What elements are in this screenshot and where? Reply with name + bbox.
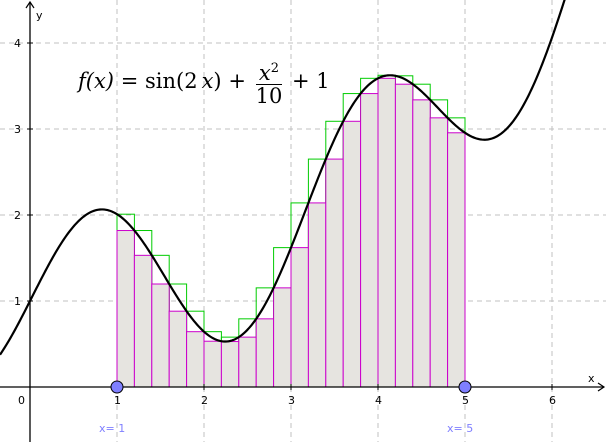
x-tick-label: 5 xyxy=(462,394,469,407)
x-axis-arrow xyxy=(597,382,606,392)
interval-endpoint-handle[interactable] xyxy=(458,380,472,394)
interval-endpoint-handle[interactable] xyxy=(110,380,124,394)
function-curve xyxy=(0,0,566,356)
lower-sum-bar xyxy=(203,340,222,388)
lower-sum-bar xyxy=(238,336,257,388)
y-axis-arrow xyxy=(25,0,35,9)
x-tick-label: 2 xyxy=(201,394,208,407)
formula-fraction: x2 10 xyxy=(255,58,283,108)
interval-sliders[interactable]: x= 1 x= 5 xyxy=(99,380,473,435)
lower-sum-bar xyxy=(151,283,170,388)
lower-sum-bar xyxy=(412,99,431,388)
y-axis-label: y xyxy=(36,9,43,22)
formula-plus: + xyxy=(228,69,246,93)
y-tick-label: 3 xyxy=(14,123,21,136)
lower-sum-bar xyxy=(290,247,309,388)
lower-sum-bar xyxy=(360,93,379,388)
formula-lhs: f(x) xyxy=(78,69,115,93)
interval-endpoint-label: x= 5 xyxy=(447,422,473,435)
function-formula: f(x) = sin(2 x) + x2 10 + 1 xyxy=(78,58,330,107)
y-tick-label: 1 xyxy=(14,295,21,308)
y-tick-label: 2 xyxy=(14,209,21,222)
x-tick-label: 1 xyxy=(114,394,121,407)
x-tick-label: 3 xyxy=(288,394,295,407)
x-tick-label: 6 xyxy=(549,394,556,407)
lower-sum-bar xyxy=(168,310,188,388)
lower-sum-bar xyxy=(273,287,292,388)
formula-eq: = xyxy=(120,69,139,93)
lower-sum-bar xyxy=(307,202,327,388)
lower-sum-bar xyxy=(447,132,466,388)
formula-den: 10 xyxy=(255,84,283,108)
lower-sum-bar xyxy=(133,254,153,388)
x-tick-label: 4 xyxy=(375,394,382,407)
lower-sum-bar xyxy=(220,341,240,388)
x-axis-label: x xyxy=(588,372,595,385)
lower-sum-bar xyxy=(186,331,205,388)
formula-close: ) xyxy=(213,69,222,93)
formula-num-var: x xyxy=(258,61,271,85)
y-tick-label: 4 xyxy=(14,37,21,50)
interval-endpoint-label: x= 1 xyxy=(99,422,125,435)
lower-sum-bar xyxy=(325,158,344,388)
x-tick-label: 0 xyxy=(18,394,25,407)
lower-sum-bar xyxy=(377,77,396,388)
formula-tail: + 1 xyxy=(292,69,330,93)
lower-sum-bars xyxy=(116,77,466,388)
lower-sum-bar xyxy=(342,120,362,388)
lower-sum-bar xyxy=(394,83,414,388)
formula-num-exp: 2 xyxy=(270,61,280,76)
formula-var: x xyxy=(201,69,214,93)
formula-sin: sin(2 xyxy=(145,69,198,93)
lower-sum-bar xyxy=(255,318,275,388)
lower-sum-bar xyxy=(429,117,449,388)
lower-sum-bar xyxy=(116,230,135,388)
